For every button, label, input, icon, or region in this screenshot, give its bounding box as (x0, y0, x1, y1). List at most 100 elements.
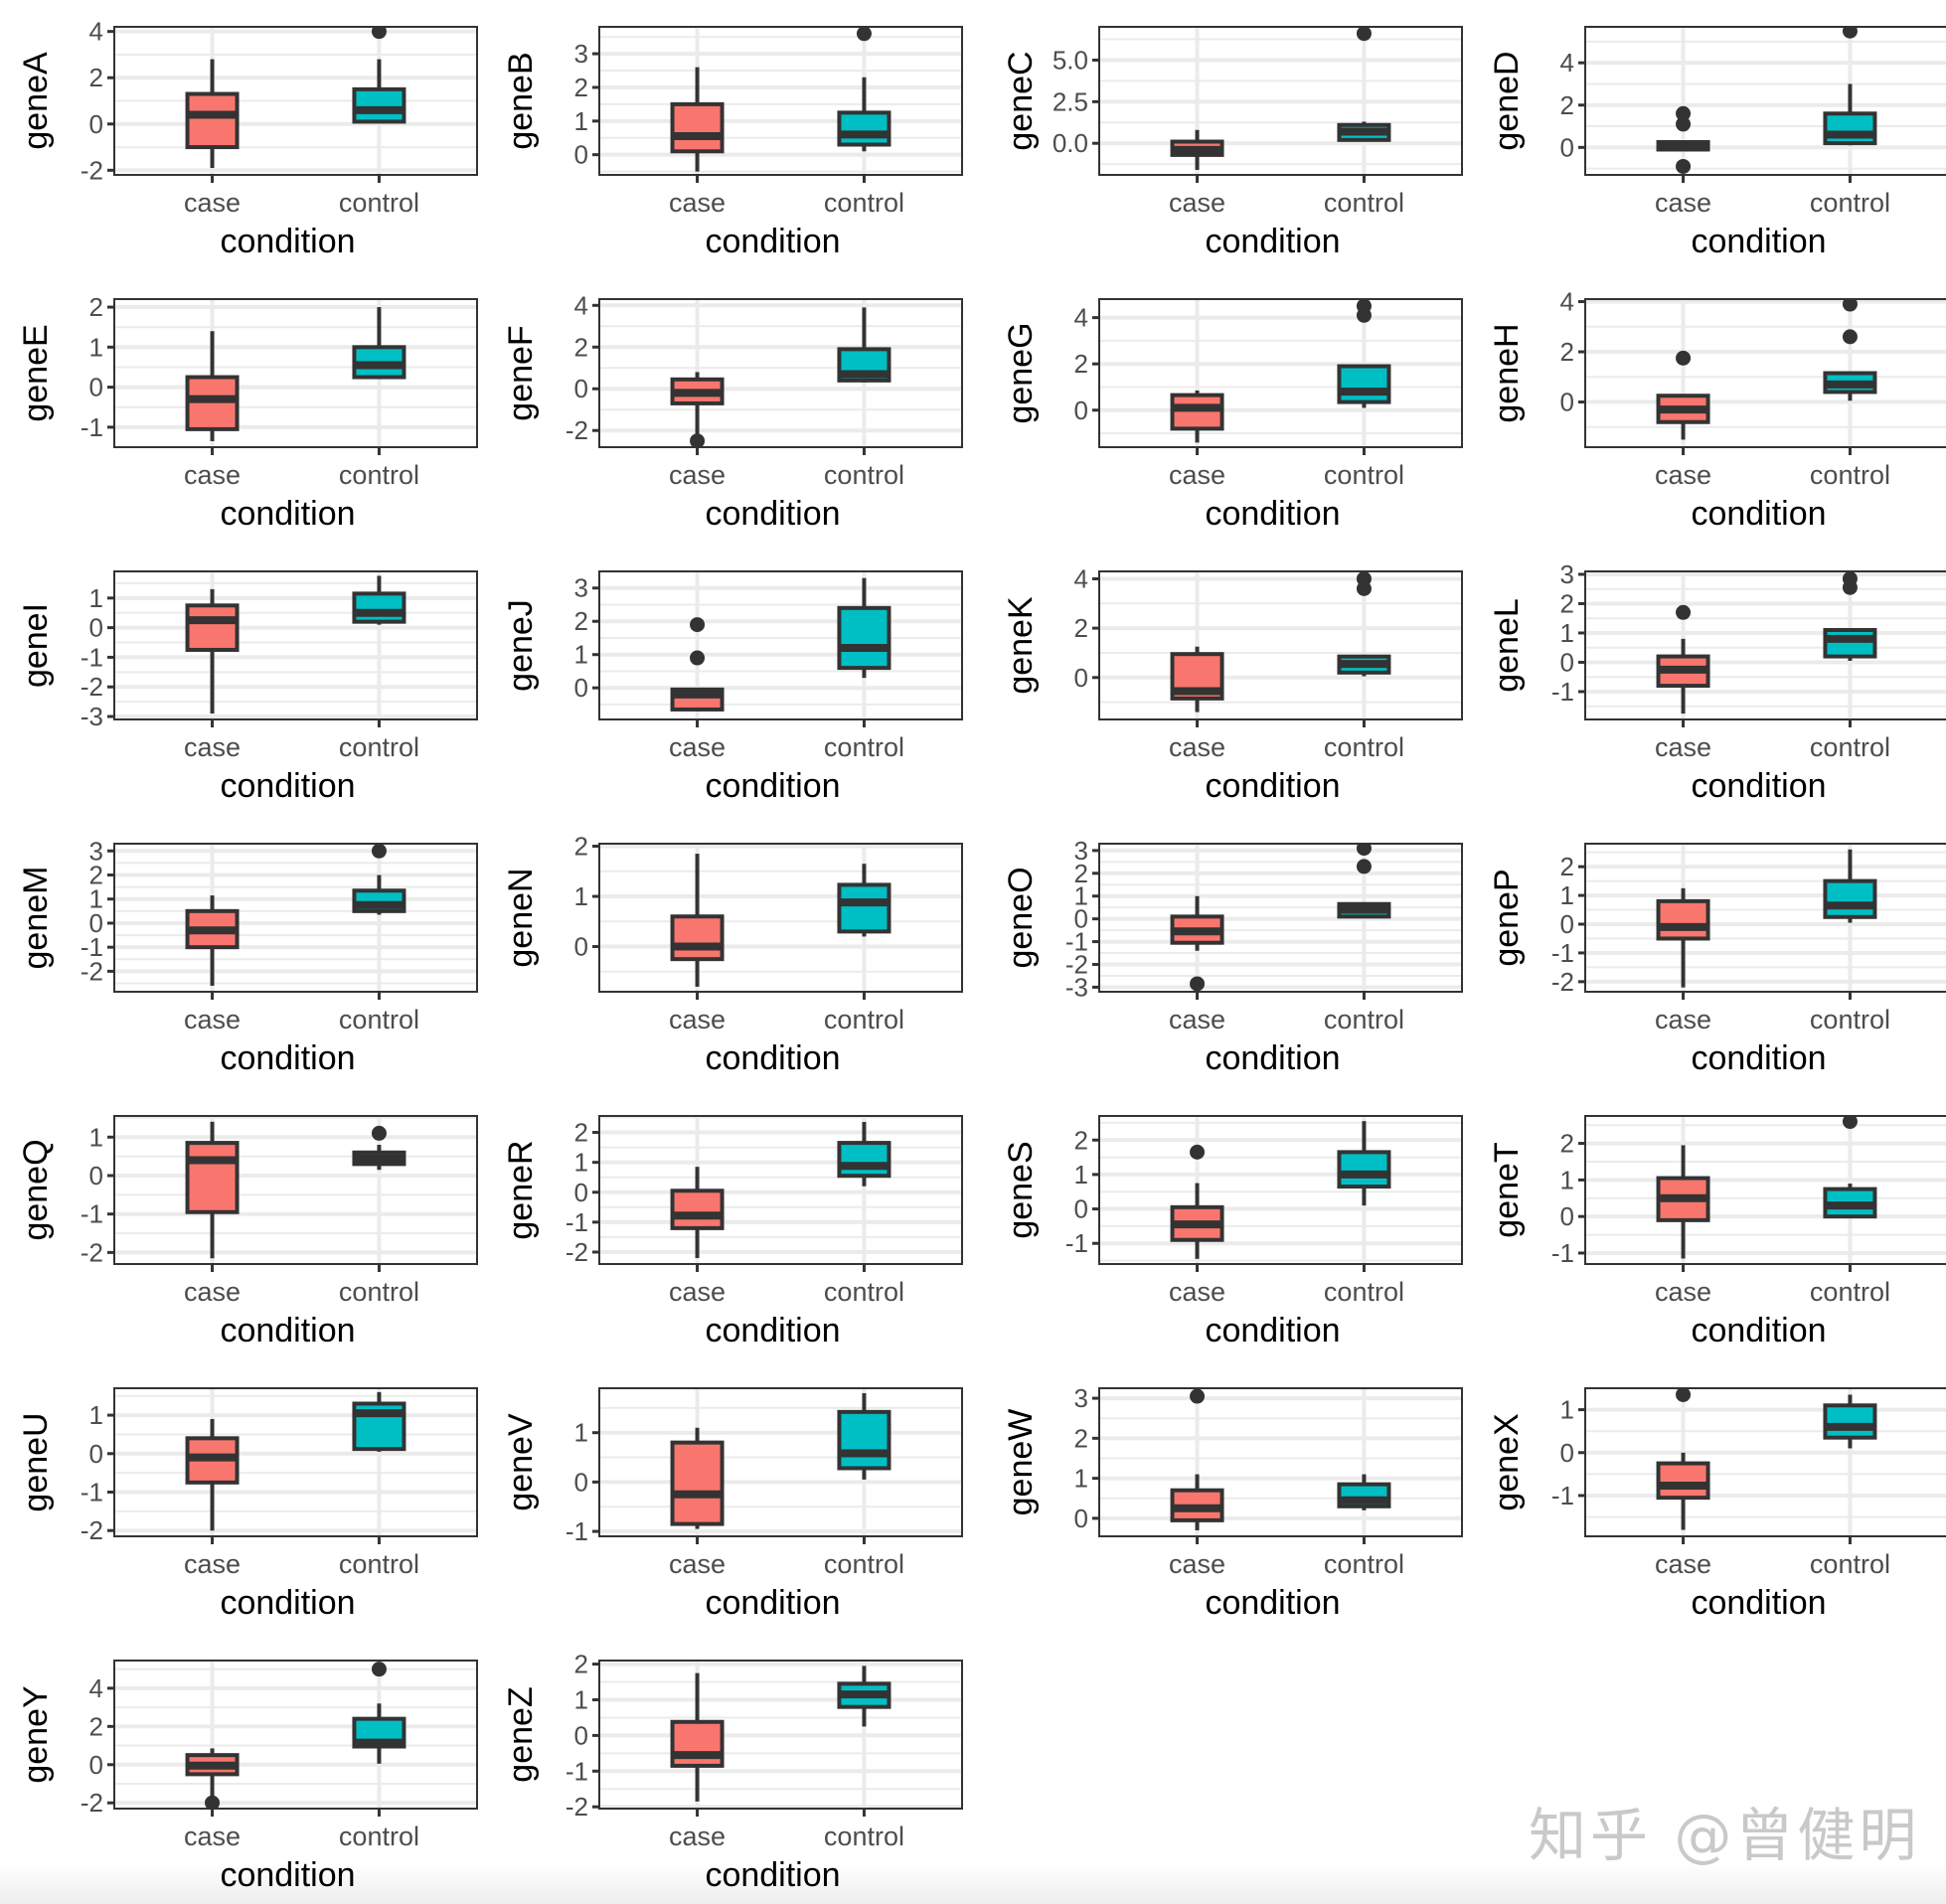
plot-area (1585, 844, 1946, 992)
y-axis-title: geneF (502, 325, 540, 420)
x-tick-label-case: case (669, 1549, 726, 1579)
case-box (670, 1719, 725, 1768)
case-box (185, 91, 240, 150)
y-tick-label: -2 (81, 1515, 103, 1545)
y-tick-label: 4 (1560, 48, 1574, 78)
plot-area (114, 299, 477, 447)
x-axis-title: condition (705, 1584, 840, 1622)
panel-border (1584, 1115, 1946, 1265)
y-tick-label: -2 (566, 1792, 588, 1822)
panel-border (113, 570, 478, 720)
y-tick-label: 4 (1560, 287, 1574, 317)
x-tick-label-case: case (669, 460, 726, 490)
panel-geneS: -1 0 1 2 case control condition geneS (1002, 1115, 1463, 1349)
y-tick-label: 3 (1074, 836, 1088, 866)
y-tick-label: 0.0 (1053, 128, 1088, 158)
y-tick-label: 0 (1560, 1438, 1574, 1468)
y-tick-label: 2 (574, 1650, 588, 1679)
y-tick-label: 3 (574, 39, 588, 69)
x-tick-label-control: control (1810, 1005, 1890, 1034)
x-tick-label-case: case (1169, 1549, 1225, 1579)
y-tick-label: 0 (89, 1750, 103, 1780)
control-outlier-point (1356, 844, 1372, 857)
plot-area (114, 27, 477, 175)
x-axis-title: condition (220, 1312, 355, 1349)
x-axis-title: condition (705, 767, 840, 805)
x-tick-label-case: case (669, 1277, 726, 1307)
case-outlier-point (1676, 158, 1692, 174)
y-tick-label: 0 (574, 140, 588, 170)
y-tick-label: 4 (1074, 563, 1088, 593)
panel-geneD: 0 2 4 case control condition geneD (1488, 26, 1946, 260)
panel-border (113, 843, 478, 993)
case-box (185, 375, 240, 431)
y-axis-title: geneS (1002, 1141, 1040, 1238)
y-tick-label: 0 (574, 932, 588, 962)
x-axis-title: condition (220, 1856, 355, 1894)
case-box (185, 603, 240, 652)
panel-border (1584, 570, 1946, 720)
plot-area (599, 844, 962, 992)
plot-area (114, 1116, 477, 1264)
y-axis-title: geneU (17, 1412, 55, 1511)
panel-geneC: 0.0 2.5 5.0 case control condition geneC (1002, 26, 1463, 260)
y-tick-label: 1 (574, 1148, 588, 1178)
x-axis-title: condition (1205, 1039, 1340, 1077)
plot-area (599, 1116, 962, 1264)
y-tick-label: 1 (574, 1684, 588, 1714)
plot-area (599, 1388, 962, 1536)
y-tick-label: 2 (89, 292, 103, 322)
y-tick-label: -2 (566, 415, 588, 445)
control-outlier-point (1842, 1116, 1858, 1130)
x-tick-label-case: case (184, 188, 241, 218)
y-tick-label: 0 (89, 613, 103, 643)
x-tick-label-case: case (1655, 732, 1711, 762)
y-tick-label: -3 (1065, 972, 1088, 1002)
x-tick-label-case: case (1169, 732, 1225, 762)
plot-area (1585, 299, 1946, 447)
x-axis-title: condition (1691, 1039, 1826, 1077)
y-tick-label: -2 (81, 155, 103, 185)
control-outlier-point (1356, 307, 1372, 323)
case-outlier-point (205, 1795, 221, 1809)
case-box (670, 914, 725, 962)
y-tick-label: -1 (1551, 1238, 1574, 1268)
x-axis-title: condition (220, 1039, 355, 1077)
x-tick-label-control: control (339, 188, 419, 218)
case-outlier-point (1676, 116, 1692, 132)
y-axis-title: geneB (502, 52, 540, 149)
control-box (837, 1141, 892, 1179)
y-axis-title: geneG (1002, 322, 1040, 423)
x-tick-label-control: control (1810, 1277, 1890, 1307)
y-tick-label: 1 (574, 106, 588, 136)
panel-border (113, 1115, 478, 1265)
y-tick-label: -2 (81, 1237, 103, 1267)
y-tick-label: 0 (1560, 132, 1574, 162)
y-tick-label: 1 (574, 640, 588, 670)
case-box (185, 1141, 240, 1214)
x-tick-label-control: control (1324, 188, 1404, 218)
control-outlier-point (1356, 859, 1372, 874)
y-axis-title: geneK (1002, 596, 1040, 695)
panel-geneW: 0 1 2 3 case control condition geneW (1002, 1383, 1463, 1622)
plot-area (1585, 1116, 1946, 1264)
panel-geneN: 0 1 2 case control condition geneN (502, 832, 963, 1077)
plot-area (1099, 27, 1462, 175)
y-axis-title: geneD (1488, 51, 1526, 150)
y-tick-label: 4 (574, 290, 588, 320)
y-tick-label: 4 (89, 1673, 103, 1703)
y-tick-label: 3 (1074, 1383, 1088, 1413)
y-tick-label: 1 (1560, 1165, 1574, 1194)
y-tick-label: -2 (1065, 949, 1088, 979)
case-outlier-point (690, 650, 706, 666)
control-box (1337, 364, 1391, 404)
plot-area (1099, 299, 1462, 447)
x-tick-label-control: control (1810, 732, 1890, 762)
plot-area (599, 27, 962, 175)
x-axis-title: condition (1691, 495, 1826, 533)
x-tick-label-control: control (1810, 460, 1890, 490)
y-tick-label: -1 (1551, 1481, 1574, 1510)
y-tick-label: 2 (1074, 1125, 1088, 1155)
y-axis-title: geneN (502, 868, 540, 967)
